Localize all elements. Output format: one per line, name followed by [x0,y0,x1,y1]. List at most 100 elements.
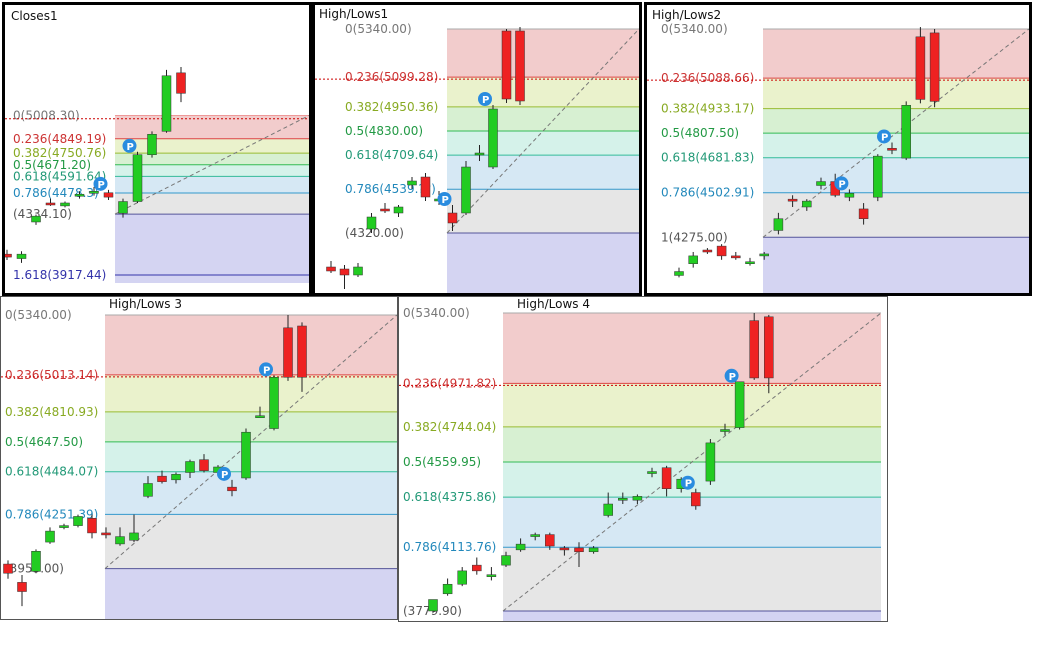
fib-level-label: 0.5(4830.00) [345,124,423,138]
candle-body [461,166,471,214]
candle-body [31,550,41,572]
chart-panel-high-lows2[interactable]: 0(5340.00) 0.236(5088.66) 0.382(4933.17) 0.… [644,2,1032,296]
candle-body [802,200,812,208]
fib-band [115,192,309,215]
pivot-icon-letter: P [838,179,845,190]
fib-band [115,138,309,154]
fib-band [447,155,639,190]
candle-body [618,498,628,501]
candle-body [661,467,672,489]
fib-level-label: 0.618(4681.83) [661,151,754,165]
candle-body [873,155,883,198]
fib-level-label: 0.236(4849.19) [13,132,106,146]
fib-band [447,29,639,78]
fib-level-label: 0.236(5099.28) [345,70,438,84]
candle-body [457,570,467,585]
chart-title: High/Lows 3 [109,297,182,311]
candle-body [749,320,759,379]
chart-panel-high-lows4[interactable]: 0(5340.00) 0.236(4971.82) 0.382(4744.04) 0.… [398,296,888,622]
fib-level-label: 0.786(4251.39) [5,507,98,521]
candle-body [474,152,485,156]
candle-body [887,148,897,151]
candle-body [45,530,55,543]
candle-body [176,72,186,94]
pivot-icon-letter: P [685,479,692,490]
fib-level-label: 0.382(4950.36) [345,100,438,114]
chart-canvas[interactable]: 0(5340.00) 0.236(4971.82) 0.382(4744.04) 0.… [399,297,887,621]
candle-body [688,255,698,264]
fib-band [115,176,309,193]
candle-body [545,534,555,547]
pivot-icon [217,466,231,481]
pivot-icon [259,362,273,377]
chart-panel-high-lows3[interactable]: 0(5340.00) 0.236(5013.14) 0.382(4810.93) 0.… [0,296,398,620]
candle-body [3,563,13,574]
fib-band [105,568,397,619]
candle-body [773,218,784,231]
candle-body [442,583,453,595]
pivot-icon [724,368,739,383]
fib-band [105,411,397,442]
chart-title: High/Lows2 [652,8,722,22]
fib-level-label: 0.786(4502.91) [661,186,754,200]
candle-body [734,381,745,428]
fib-level-label: 0.236(4971.82) [403,376,496,390]
pivot-icon-letter: P [442,195,449,206]
fib-band [115,115,309,139]
fib-band [115,214,309,283]
fib-band [763,237,1029,293]
fib-band [503,547,881,611]
fib-band [447,106,639,131]
candle-body [269,377,279,429]
fib-level-label: 0.786(4113.76) [403,540,496,554]
fib-band [763,108,1029,134]
chart-panel-high-lows1[interactable]: 0(5340.00) 0.236(5099.28) 0.382(4950.36) 0.… [312,2,642,296]
fib-level-label: 0.618(4484.07) [5,465,98,479]
trend-line [502,312,882,612]
candle-body [59,525,69,528]
candle-body [447,212,458,224]
fib-band [105,514,397,569]
fib-level-label: 0.382(4744.04) [403,420,496,434]
fib-level-label: 0.5(4647.50) [5,435,83,449]
candle-body [74,193,85,197]
candle-body [647,471,657,474]
pivot-icon [478,92,492,106]
candle-body [103,192,114,198]
fib-band [763,157,1029,193]
candle-body [515,30,525,102]
candle-body [73,516,83,526]
chart-canvas[interactable]: 0(5340.00) 0.236(5088.66) 0.382(4933.17) 0.… [647,5,1029,293]
candle-body [87,518,97,534]
fib-band [763,192,1029,238]
candle-body [929,32,940,102]
pivot-icon-letter: P [881,132,888,143]
candle-body [603,503,613,516]
candle-body [353,266,363,276]
fib-band [763,29,1029,79]
candle-body [472,564,482,572]
trend-line [114,115,309,215]
fib-level-label: 0.236(5088.66) [661,71,754,85]
fib-level-label: 0.5(4807.50) [661,126,739,140]
fib-level-label: (4334.10) [13,207,72,221]
fib-band [105,471,397,515]
candle-body [515,543,526,551]
candle-body [185,461,195,473]
candle-body [5,253,12,258]
fib-level-label: (4320.00) [345,226,404,240]
candle-body [488,108,498,168]
chart-canvas[interactable]: 0(5340.00) 0.236(5013.14) 0.382(4810.93) 0.… [1,297,397,619]
pivot-icon-letter: P [729,372,736,383]
fib-level-label: 0.5(4559.95) [403,455,481,469]
fib-band [105,374,397,412]
candle-body [171,474,181,481]
chart-title: Closes1 [11,9,58,23]
candle-body [17,582,27,592]
chart-panel-closes1[interactable]: 0(5008.30) 0.236(4849.19) 0.382(4750.76) 0.… [2,2,312,296]
candle-body [199,459,209,471]
chart-canvas[interactable]: 0(5340.00) 0.236(5099.28) 0.382(4950.36) 0.… [315,5,639,293]
chart-canvas[interactable]: 0(5008.30)0.236(4849.19)0.382(4750.76)0.… [5,5,309,293]
fib-band [763,133,1029,158]
fib-level-label: 0.382(4810.93) [5,405,98,419]
